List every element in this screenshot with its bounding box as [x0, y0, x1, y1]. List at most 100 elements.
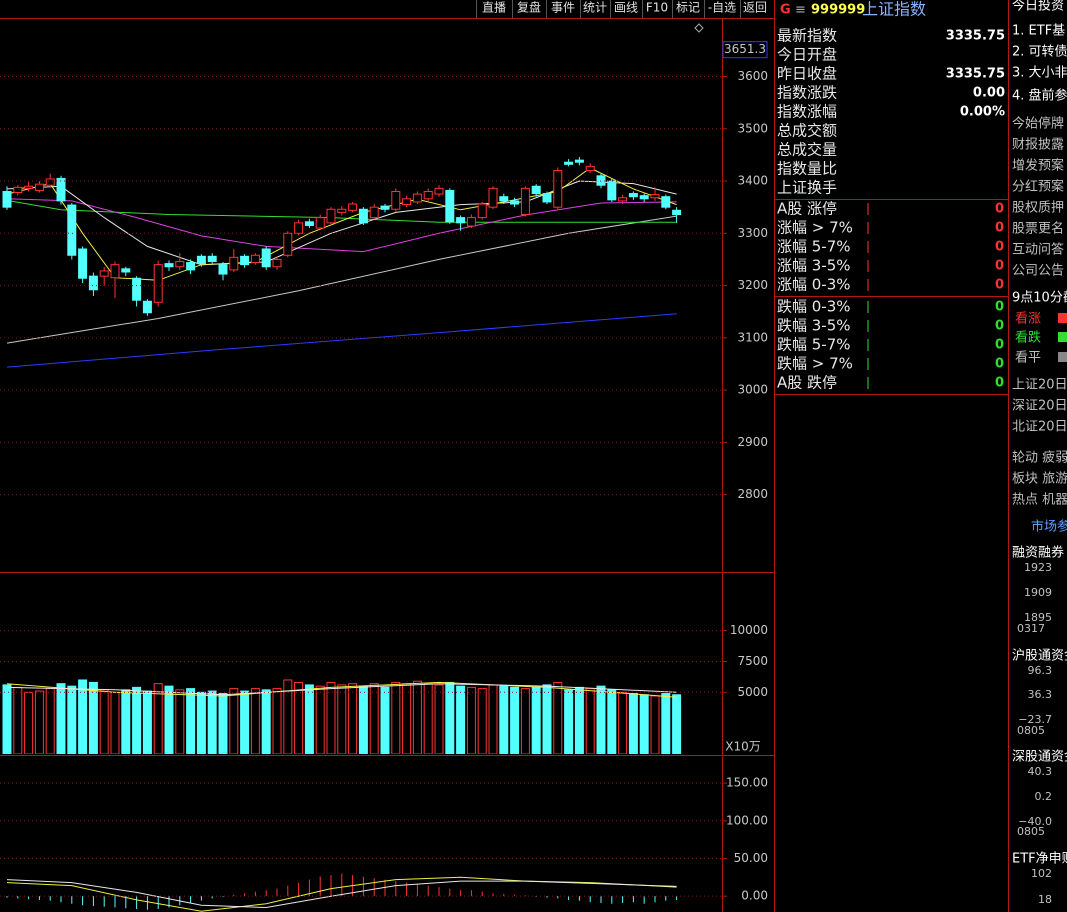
candle-body — [499, 196, 509, 202]
side-item: 沪股通资金 — [1012, 648, 1067, 664]
breadth-value: 0 — [995, 221, 1004, 236]
toolbar-button[interactable]: 返回 — [743, 1, 767, 15]
candle-body — [34, 183, 44, 191]
volume-bar — [24, 691, 34, 754]
candle-body — [402, 198, 412, 206]
toolbar-button[interactable]: 标记 — [676, 1, 700, 15]
side-item[interactable]: 4. 盘前参 — [1012, 88, 1067, 104]
candle-body — [196, 255, 206, 265]
breadth-value: 0 — [995, 300, 1004, 315]
side-item[interactable]: 今日投资 — [1012, 0, 1064, 14]
toolbar-button[interactable]: F10 — [646, 1, 668, 15]
side-item[interactable]: 股权质押 — [1012, 200, 1064, 216]
side-item[interactable]: 股票更名 — [1012, 221, 1064, 237]
side-item[interactable]: 看涨 — [1015, 311, 1041, 327]
y-tick-label: 3000 — [737, 383, 768, 397]
candle-body — [650, 194, 660, 199]
volume-bar — [78, 679, 88, 754]
candle-body — [272, 258, 282, 268]
volume-bar — [585, 688, 595, 754]
candle-body — [380, 205, 390, 210]
candle-body — [596, 175, 606, 186]
candle-body — [110, 264, 120, 279]
volume-bar — [272, 688, 282, 754]
side-item[interactable]: 热点 机器 — [1012, 493, 1067, 508]
volume-bar — [229, 688, 239, 754]
breadth-value: 0 — [995, 202, 1004, 217]
y-tick-label: 3100 — [737, 330, 768, 344]
candle-body — [175, 261, 185, 268]
side-item: 36.3 — [1028, 688, 1053, 701]
candle-body — [24, 185, 34, 189]
side-item[interactable]: 3. 大小非 — [1012, 66, 1067, 81]
volume-bar — [132, 686, 142, 754]
breadth-label: 涨幅 > 7% — [777, 219, 853, 237]
volume-bar — [499, 685, 509, 754]
volume-bar — [510, 686, 520, 754]
side-item: 1923 — [1024, 561, 1052, 574]
side-item[interactable]: 北证20日 — [1012, 420, 1067, 435]
quote-value: 3335.75 — [946, 67, 1005, 82]
side-item: 1909 — [1024, 586, 1052, 599]
volume-bar — [315, 685, 325, 754]
breadth-label: A股 涨停 — [777, 200, 837, 218]
toolbar-button[interactable]: -自选 — [708, 1, 736, 15]
volume-bar — [207, 690, 217, 754]
volume-bar — [110, 691, 120, 754]
candle-body — [423, 190, 433, 200]
candle-body — [618, 197, 628, 202]
volume-bar — [618, 691, 628, 754]
candle-body — [348, 203, 358, 211]
side-item[interactable]: 深证20日 — [1012, 399, 1067, 414]
breadth-label: 跌幅 3-5% — [777, 317, 851, 335]
side-item[interactable]: 1. ETF基 — [1012, 24, 1065, 39]
volume-bar — [661, 693, 671, 754]
side-item[interactable]: 公司公告 — [1012, 264, 1064, 279]
toolbar-button[interactable]: 复盘 — [517, 0, 541, 15]
side-item[interactable]: 今始停牌 — [1012, 116, 1064, 132]
quote-label: 指数涨跌 — [777, 84, 837, 102]
toolbar-button[interactable]: 画线 — [614, 1, 638, 15]
symbol-name: 上证指数 — [862, 0, 926, 19]
volume-bar — [358, 685, 368, 754]
candle-body — [661, 196, 671, 208]
side-item[interactable]: 财报披露 — [1012, 138, 1064, 153]
breadth-label: 跌幅 0-3% — [777, 298, 851, 316]
volume-bar — [196, 691, 206, 754]
side-item[interactable]: 轮动 疲弱 — [1012, 450, 1067, 466]
quote-label: 指数涨幅 — [777, 103, 837, 121]
toolbar-button[interactable]: 直播 — [482, 1, 506, 15]
volume-bar — [294, 681, 304, 754]
candle-body — [99, 270, 109, 277]
candle-body — [121, 268, 131, 273]
candle-body — [488, 187, 498, 208]
side-item[interactable]: 互动问答 — [1012, 242, 1064, 258]
volume-bar — [639, 694, 649, 754]
side-item[interactable]: 分红预案 — [1012, 179, 1064, 195]
volume-bar — [445, 681, 455, 754]
toolbar-button[interactable]: 统计 — [583, 1, 607, 15]
breadth-value: 0 — [995, 259, 1004, 274]
side-item[interactable]: 2. 可转债 — [1012, 45, 1067, 60]
volume-bar — [304, 684, 314, 754]
indicator-line — [6, 313, 677, 368]
volume-bar — [337, 684, 347, 754]
side-item[interactable]: 市场参 — [1031, 519, 1067, 535]
side-item[interactable]: 板块 旅游 — [1012, 472, 1067, 487]
side-item[interactable]: 9点10分截 — [1012, 291, 1067, 306]
indicator-line — [6, 681, 677, 698]
side-item[interactable]: 上证20日 — [1012, 378, 1067, 393]
indicator-line — [6, 215, 677, 344]
toolbar-button[interactable]: 事件 — [551, 1, 575, 15]
y-tick-label: 3400 — [737, 174, 768, 188]
volume-bar — [553, 681, 563, 754]
volume-bar — [13, 686, 23, 754]
candle-body — [337, 208, 347, 213]
side-item[interactable]: 看平 — [1015, 350, 1041, 366]
volume-bar — [380, 686, 390, 754]
side-item[interactable]: 增发预案 — [1012, 158, 1064, 174]
side-item[interactable]: 看跌 — [1015, 330, 1041, 346]
volume-bar — [164, 685, 174, 754]
